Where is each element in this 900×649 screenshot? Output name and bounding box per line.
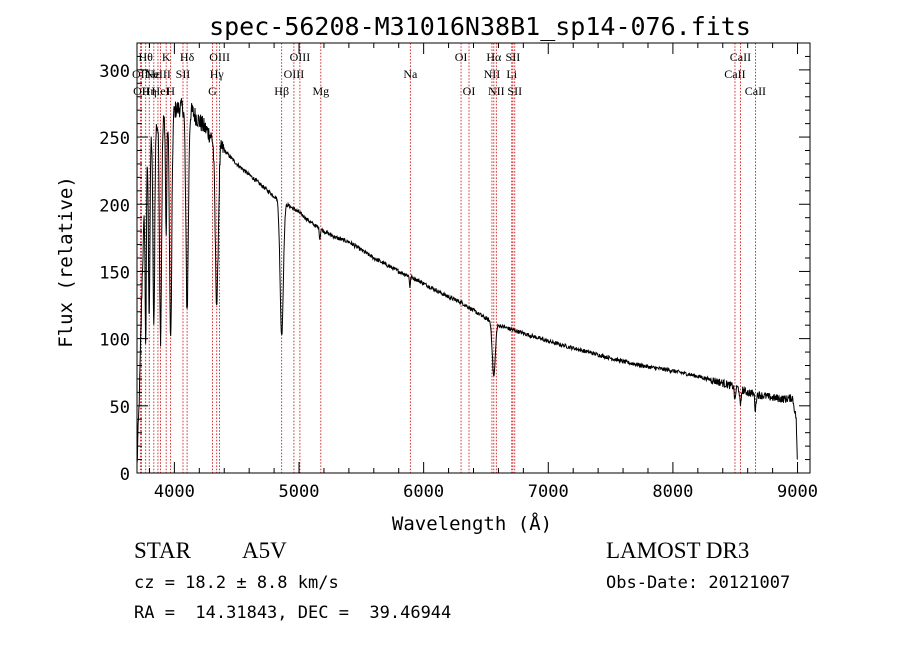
line-marker-label-25: SII bbox=[506, 50, 521, 64]
observation-date: Obs-Date: 20121007 bbox=[606, 573, 791, 593]
line-marker-label-8: H bbox=[166, 84, 175, 98]
line-marker-label-1: OII bbox=[133, 84, 150, 98]
spectrum-line-group bbox=[136, 98, 798, 464]
y-tick-label: 0 bbox=[120, 465, 130, 485]
x-axis-label: Wavelength (Å) bbox=[392, 512, 552, 535]
line-marker-label-4: Hε bbox=[147, 67, 161, 81]
redshift-value: cz = 18.2 ± 8.8 km/s bbox=[134, 573, 339, 593]
object-subclass: A5V bbox=[242, 538, 287, 563]
y-tick-label: 50 bbox=[110, 398, 130, 418]
line-marker-label-24: Li bbox=[506, 67, 517, 81]
line-marker-label-6: HeI bbox=[152, 84, 170, 98]
x-tick-label: 4000 bbox=[154, 482, 195, 502]
line-marker-label-12: Hγ bbox=[210, 67, 225, 81]
x-tick-label: 5000 bbox=[279, 482, 320, 502]
line-marker-label-28: CaII bbox=[730, 50, 751, 64]
x-tick-label: 9000 bbox=[777, 482, 818, 502]
x-tick-label: 7000 bbox=[528, 482, 569, 502]
y-tick-label: 150 bbox=[99, 263, 130, 283]
object-class: STAR bbox=[134, 538, 191, 563]
line-marker-label-2: Hθ bbox=[139, 50, 154, 64]
line-marker-label-16: OIII bbox=[290, 50, 311, 64]
line-marker-label-14: Hβ bbox=[274, 84, 289, 98]
coordinates: RA = 14.31843, DEC = 39.46944 bbox=[134, 603, 452, 623]
line-labels: OIIOIIHθHηHεNeIIIHeIKHSIIHδGHγOIIIHβOIII… bbox=[132, 50, 766, 98]
survey-name: LAMOST DR3 bbox=[606, 538, 750, 563]
line-marker-label-17: Mg bbox=[312, 84, 329, 98]
chart-title: spec-56208-M31016N38B1_sp14-076.fits bbox=[209, 12, 751, 41]
line-marker-label-5: NeIII bbox=[145, 67, 171, 81]
y-tick-label: 250 bbox=[99, 129, 130, 149]
line-marker-label-22: Hα bbox=[486, 50, 502, 64]
emission-line-markers bbox=[139, 43, 756, 473]
line-marker-label-18: Na bbox=[403, 67, 418, 81]
x-tick-label: 8000 bbox=[652, 482, 693, 502]
line-marker-label-27: CaII bbox=[724, 67, 745, 81]
line-marker-label-11: G bbox=[208, 84, 217, 98]
line-marker-label-20: OI bbox=[463, 84, 476, 98]
plot-frame bbox=[136, 42, 811, 474]
line-marker-label-21: NII bbox=[484, 67, 501, 81]
axes: 4000 5000 6000 7000 8000 9000 0 50 100 150 200 250 3… bbox=[99, 42, 818, 502]
line-marker-label-9: SII bbox=[176, 67, 191, 81]
line-marker-label-23: NII bbox=[488, 84, 505, 98]
y-axis-label: Flux (relative) bbox=[55, 176, 77, 348]
line-marker-label-0: OII bbox=[132, 67, 149, 81]
x-tick-label: 6000 bbox=[403, 482, 444, 502]
line-marker-label-3: Hη bbox=[142, 84, 157, 98]
y-tick-label: 300 bbox=[99, 62, 130, 82]
y-tick-label: 200 bbox=[99, 196, 130, 216]
spectrum-line bbox=[136, 98, 798, 464]
line-marker-label-13: OIII bbox=[209, 50, 230, 64]
line-marker-label-29: CaII bbox=[745, 84, 766, 98]
line-marker-label-10: Hδ bbox=[180, 50, 195, 64]
line-marker-label-7: K bbox=[162, 50, 171, 64]
line-marker-label-15: OIII bbox=[284, 67, 305, 81]
line-marker-label-26: SII bbox=[507, 84, 522, 98]
line-marker-label-19: OI bbox=[455, 50, 468, 64]
y-tick-label: 100 bbox=[99, 331, 130, 351]
